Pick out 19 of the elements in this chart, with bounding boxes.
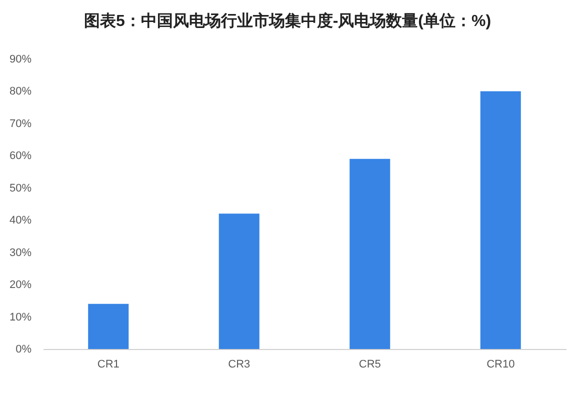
bar [218, 214, 260, 349]
y-tick-label: 20% [9, 279, 32, 292]
y-tick-label: 60% [9, 150, 32, 162]
chart-title: 图表5：中国风电场行业市场集中度-风电场数量(单位：%) [84, 11, 492, 30]
y-tick-label: 90% [9, 54, 32, 66]
y-tick-label: 40% [9, 214, 32, 227]
x-tick-label: CR3 [228, 358, 250, 370]
y-tick-label: 70% [9, 118, 32, 130]
y-tick-label: 10% [9, 311, 32, 324]
bar [480, 91, 521, 349]
bar [88, 304, 129, 349]
x-tick-label: CR5 [358, 358, 381, 370]
bar [350, 158, 390, 349]
y-tick-label: 0% [16, 344, 32, 356]
x-tick-label: CR1 [97, 358, 120, 370]
y-tick-label: 50% [9, 182, 32, 194]
y-tick-label: 30% [9, 246, 32, 259]
x-tick-label: CR10 [486, 358, 515, 370]
y-tick-label: 80% [9, 86, 32, 98]
